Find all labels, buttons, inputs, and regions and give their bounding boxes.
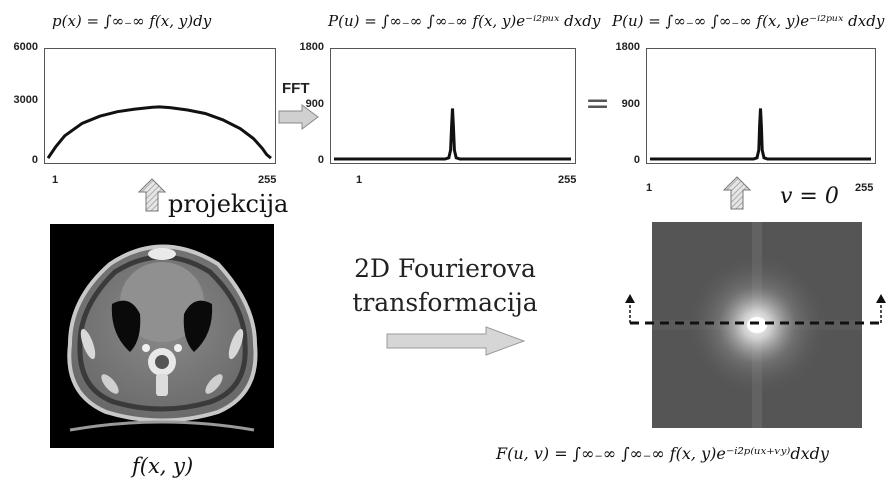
ct-scan-drawing [67, 244, 258, 432]
x-tick-label: 1 [52, 174, 59, 186]
fft-plot-area [330, 48, 576, 164]
arrow-up-icon [876, 294, 886, 303]
slice-plot-svg [650, 108, 871, 161]
fft-label: FFT [282, 80, 310, 97]
x-tick-label: 255 [855, 182, 874, 194]
fourier-2d-formula: F(u, v) = ∫∞₋∞ ∫∞₋∞ f(x, y)e⁻ⁱ²ᵖ⁽ᵘˣ⁺ᵛʸ⁾d… [496, 444, 829, 463]
fft-plot-svg [334, 108, 571, 161]
ct-scan-image [50, 224, 274, 448]
slice-formula: P(u) = ∫∞₋∞ ∫∞₋∞ f(x, y)e⁻ⁱ²ᵖᵘˣ dxdy [612, 12, 885, 30]
fft-2d-drawing [652, 222, 862, 428]
right-arrow-icon [278, 104, 319, 130]
projection-formula: p(x) = ∫∞₋∞ f(x, y)dy [52, 12, 212, 30]
projection-curve [46, 105, 272, 160]
image-function-label: f(x, y) [132, 454, 194, 478]
projection-plot-svg [46, 105, 272, 160]
transform-label: 2D Fourierova transformacija [330, 252, 560, 320]
y-tick-label: 1800 [615, 41, 640, 53]
transform-label-line2: transformacija [352, 288, 538, 317]
y-tick-label: 0 [317, 154, 324, 166]
y-tick-label: 900 [305, 98, 324, 110]
transform-label-line1: 2D Fourierova [354, 254, 536, 283]
x-tick-label: 255 [258, 174, 277, 186]
v-zero-text: v = 0 [780, 184, 839, 209]
y-tick-label: 6000 [13, 41, 38, 53]
x-tick-label: 255 [558, 174, 577, 186]
v-zero-label: v = 0 [780, 184, 839, 209]
y-tick-label: 0 [633, 154, 640, 166]
fft-spectrum-curve [334, 108, 571, 161]
fft-formula: P(u) = ∫∞₋∞ ∫∞₋∞ f(x, y)e⁻ⁱ²ᵖᵘˣ dxdy [328, 12, 601, 30]
y-tick-label: 0 [31, 154, 38, 166]
x-tick-label: 1 [646, 182, 653, 194]
slice-spectrum-curve [650, 108, 871, 161]
equals-sign: = [585, 86, 611, 121]
projection-label: projekcija [168, 190, 289, 218]
y-tick-label: 900 [621, 98, 640, 110]
up-arrow-icon [138, 178, 166, 212]
up-arrow-icon [723, 176, 751, 210]
projection-plot-area [44, 48, 276, 164]
arrow-up-icon [625, 294, 635, 303]
fft-2d-image [652, 222, 862, 428]
slice-indicator [625, 294, 886, 325]
slice-plot-area [646, 48, 876, 164]
y-tick-label: 1800 [299, 41, 324, 53]
right-arrow-icon [386, 326, 526, 356]
x-tick-label: 1 [356, 174, 363, 186]
y-tick-label: 3000 [13, 94, 38, 106]
